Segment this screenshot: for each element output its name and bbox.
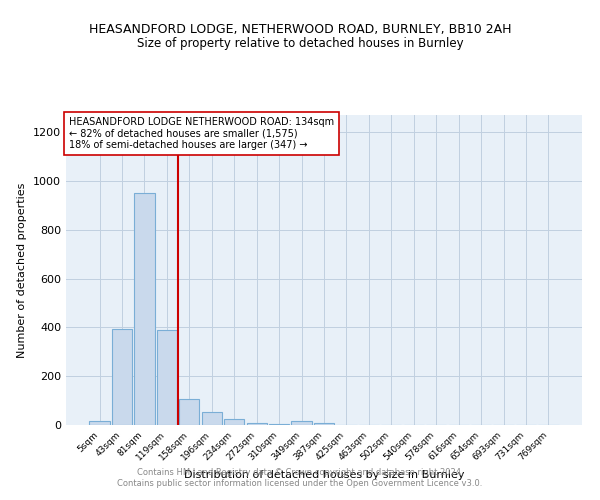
Text: HEASANDFORD LODGE NETHERWOOD ROAD: 134sqm
← 82% of detached houses are smaller (: HEASANDFORD LODGE NETHERWOOD ROAD: 134sq…: [68, 116, 334, 150]
Text: Size of property relative to detached houses in Burnley: Size of property relative to detached ho…: [137, 38, 463, 51]
Bar: [89, 422, 110, 425]
Bar: [292, 422, 311, 425]
Y-axis label: Number of detached properties: Number of detached properties: [17, 182, 28, 358]
Bar: [112, 328, 132, 425]
Bar: [224, 419, 244, 425]
Bar: [314, 422, 334, 425]
Text: HEASANDFORD LODGE, NETHERWOOD ROAD, BURNLEY, BB10 2AH: HEASANDFORD LODGE, NETHERWOOD ROAD, BURN…: [89, 22, 511, 36]
Bar: [247, 422, 267, 425]
Bar: [269, 424, 289, 425]
Bar: [134, 193, 155, 425]
Text: Contains HM Land Registry data © Crown copyright and database right 2024.
Contai: Contains HM Land Registry data © Crown c…: [118, 468, 482, 487]
Bar: [202, 412, 222, 425]
Bar: [157, 330, 177, 425]
X-axis label: Distribution of detached houses by size in Burnley: Distribution of detached houses by size …: [184, 470, 464, 480]
Bar: [179, 400, 199, 425]
